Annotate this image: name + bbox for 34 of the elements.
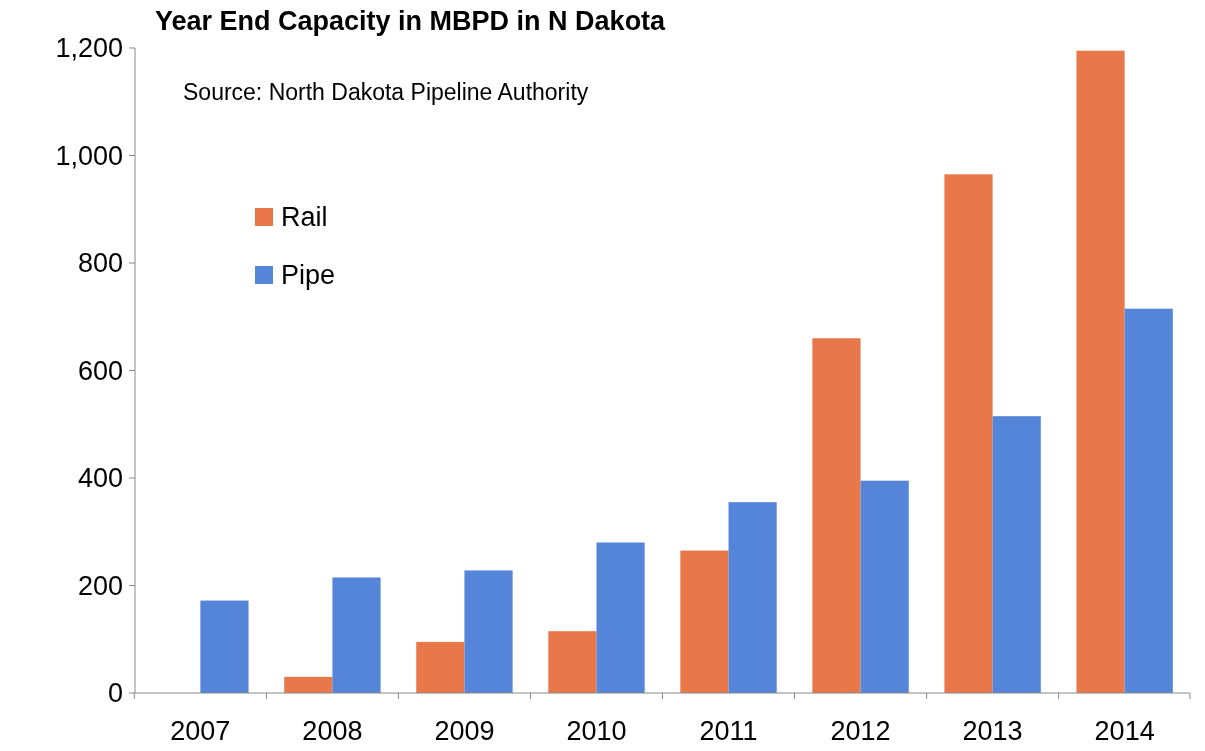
- bar: [548, 631, 597, 693]
- x-tick-label: 2011: [699, 716, 758, 746]
- bar: [284, 676, 333, 693]
- bar: [860, 480, 909, 693]
- bar: [944, 174, 993, 693]
- annotation: Source: North Dakota Pipeline Authority: [183, 79, 589, 105]
- y-tick-label: 0: [107, 678, 123, 709]
- bar: [728, 502, 777, 693]
- x-tick-label: 2014: [1094, 716, 1155, 746]
- y-tick-label: 200: [77, 570, 123, 601]
- x-tick-label: 2010: [566, 716, 627, 746]
- bar: [992, 416, 1041, 693]
- x-tick-label: 2012: [830, 716, 891, 746]
- y-tick-label: 800: [77, 248, 123, 279]
- x-tick-label: 2009: [434, 716, 495, 746]
- bar: [1124, 308, 1173, 693]
- bar: [596, 542, 645, 693]
- bar: [416, 641, 465, 693]
- y-tick-label: 600: [77, 355, 123, 386]
- x-tick-label: 2008: [302, 716, 363, 746]
- bar: [1076, 50, 1125, 693]
- bar: [680, 550, 729, 693]
- x-tick-label: 2013: [962, 716, 1023, 746]
- bar: [464, 570, 513, 693]
- y-tick-label: 1,200: [55, 33, 123, 64]
- legend-label: Pipe: [281, 260, 336, 291]
- y-tick-label: 400: [77, 463, 123, 494]
- bar: [812, 338, 861, 693]
- y-tick-label: 1,000: [55, 140, 123, 171]
- chart-title: Year End Capacity in MBPD in N Dakota: [155, 6, 667, 36]
- legend-label: Rail: [281, 202, 328, 233]
- x-tick-label: 2007: [170, 716, 231, 746]
- bar: [200, 600, 249, 693]
- bar: [332, 577, 381, 693]
